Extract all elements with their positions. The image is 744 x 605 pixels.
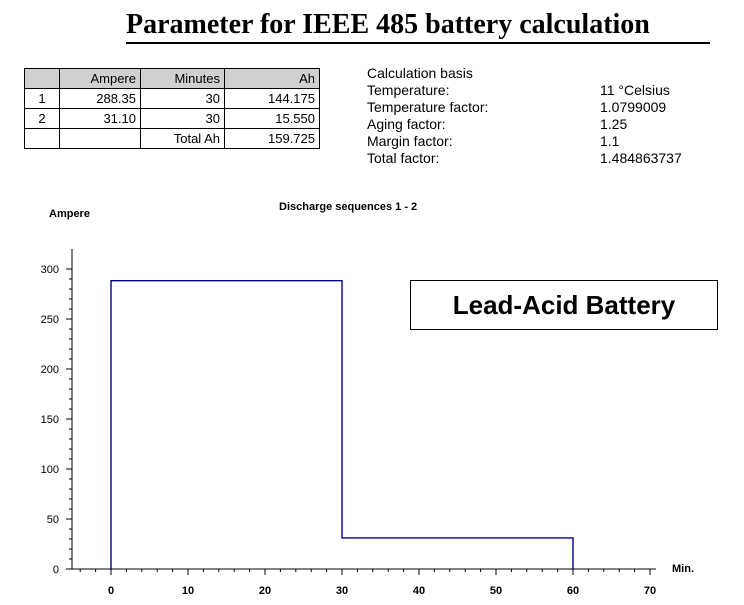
annotation-label: Lead-Acid Battery <box>452 289 676 320</box>
basis-row: Temperature factor: 1.0799009 <box>367 99 682 116</box>
table-total-row: Total Ah 159.725 <box>24 128 320 149</box>
table-header-cell: Ampere <box>59 68 141 89</box>
page-title: Parameter for IEEE 485 battery calculati… <box>126 8 710 44</box>
table-header-row: Ampere Minutes Ah <box>24 68 320 89</box>
x-axis-title: Min. <box>672 563 694 575</box>
y-tick-label: 50 <box>47 514 59 526</box>
annotation-box: Lead-Acid Battery <box>410 280 718 330</box>
basis-row: Margin factor: 1.1 <box>367 133 682 150</box>
basis-row: Temperature: 11 °Celsius <box>367 82 682 99</box>
basis-value: 1.25 <box>600 116 628 132</box>
y-tick-label: 300 <box>41 264 59 276</box>
y-tick-label: 0 <box>53 564 59 576</box>
y-tick-label: 250 <box>41 314 59 326</box>
table-cell: 15.550 <box>224 108 320 129</box>
x-tick-label: 30 <box>336 585 348 597</box>
discharge-series-line <box>110 279 574 569</box>
basis-label: Total factor: <box>367 150 440 166</box>
basis-value: 1.484863737 <box>600 150 682 166</box>
basis-heading: Calculation basis <box>367 65 473 81</box>
x-tick-label: 40 <box>413 585 425 597</box>
y-tick-label: 150 <box>41 414 59 426</box>
table-cell: 30 <box>140 88 225 109</box>
basis-value: 1.1 <box>600 133 620 149</box>
basis-value: 11 °Celsius <box>600 82 670 98</box>
table-cell: 31.10 <box>59 108 141 129</box>
y-tick-label: 200 <box>41 364 59 376</box>
table-header-cell: Minutes <box>140 68 225 89</box>
basis-row: Aging factor: 1.25 <box>367 116 682 133</box>
x-tick-label: 60 <box>567 585 579 597</box>
table-row: 1 288.35 30 144.175 <box>24 88 320 109</box>
basis-label: Margin factor: <box>367 133 453 149</box>
x-tick-label: 10 <box>182 585 194 597</box>
table-cell: 30 <box>140 108 225 129</box>
y-tick-label: 100 <box>41 464 59 476</box>
basis-label: Temperature: <box>367 82 450 98</box>
basis-row: Total factor: 1.484863737 <box>367 150 682 167</box>
chart-title: Discharge sequences 1 - 2 <box>279 201 418 213</box>
calculation-basis: Calculation basis Temperature: 11 °Celsi… <box>367 65 682 167</box>
discharge-table: Ampere Minutes Ah 1 288.35 30 144.175 2 … <box>24 68 320 149</box>
table-cell: 144.175 <box>224 88 320 109</box>
x-tick-label: 0 <box>108 585 114 597</box>
table-row: 2 31.10 30 15.550 <box>24 108 320 129</box>
x-tick-label: 20 <box>259 585 271 597</box>
basis-label: Temperature factor: <box>367 99 489 115</box>
table-header-cell: Ah <box>224 68 320 89</box>
table-cell: 159.725 <box>224 128 320 149</box>
y-axis-title: Ampere <box>49 208 90 220</box>
x-tick-label: 50 <box>490 585 502 597</box>
x-tick-label: 70 <box>644 585 656 597</box>
basis-value: 1.0799009 <box>600 99 667 115</box>
basis-label: Aging factor: <box>367 116 446 132</box>
